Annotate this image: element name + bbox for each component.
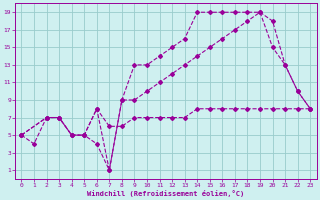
X-axis label: Windchill (Refroidissement éolien,°C): Windchill (Refroidissement éolien,°C) <box>87 190 244 197</box>
